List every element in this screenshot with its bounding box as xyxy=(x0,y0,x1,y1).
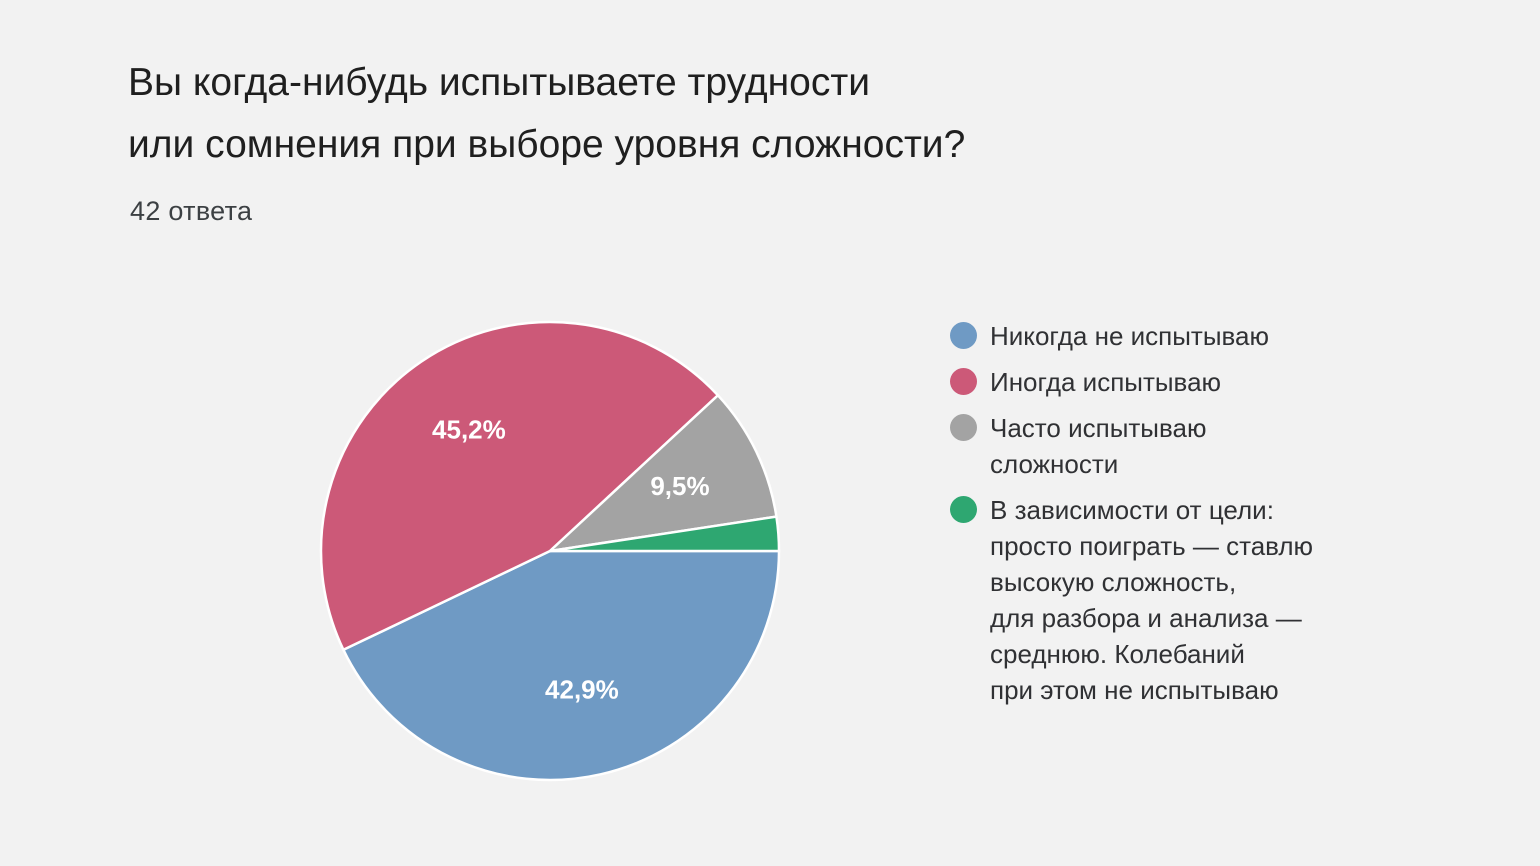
legend-dot-icon xyxy=(950,368,977,395)
chart-legend: Никогда не испытываю Иногда испытываю Част… xyxy=(950,318,1370,718)
legend-label: Иногда испытываю xyxy=(990,367,1222,397)
chart-title-line-1: Вы когда-нибудь испытываете трудности xyxy=(128,61,870,104)
pie-slices xyxy=(319,320,781,782)
response-count: 42 ответа xyxy=(130,196,253,226)
pie-slice-label-never: 42,9% xyxy=(545,675,619,705)
legend-item-often[interactable]: Часто испытываю сложности xyxy=(950,410,1370,482)
legend-dot-icon xyxy=(950,496,977,523)
legend-label: Часто испытываю сложности xyxy=(990,413,1207,479)
pie-chart: 42,9% 45,2% 9,5% xyxy=(319,320,781,782)
pie-slice-often[interactable] xyxy=(548,394,778,553)
pie-slice-labels: 42,9% 45,2% 9,5% xyxy=(432,415,710,705)
pie-slice-never[interactable] xyxy=(342,549,781,782)
chart-title: Вы когда-нибудь испытываете трудности ил… xyxy=(128,52,1128,176)
legend-item-depends-on-goal[interactable]: В зависимости от цели: просто поиграть —… xyxy=(950,492,1370,708)
pie-slice-label-sometimes: 45,2% xyxy=(432,415,506,445)
chart-title-line-2: или сомнения при выборе уровня сложности… xyxy=(128,123,966,166)
pie-slice-depends-on-goal[interactable] xyxy=(548,515,781,553)
pie-slice-label-often: 9,5% xyxy=(650,471,709,501)
pie-slice-sometimes[interactable] xyxy=(319,320,720,652)
legend-label: В зависимости от цели: просто поиграть —… xyxy=(990,495,1314,705)
legend-dot-icon xyxy=(950,414,977,441)
legend-item-never[interactable]: Никогда не испытываю xyxy=(950,318,1370,354)
legend-item-sometimes[interactable]: Иногда испытываю xyxy=(950,364,1370,400)
legend-dot-icon xyxy=(950,322,977,349)
legend-label: Никогда не испытываю xyxy=(990,321,1270,351)
